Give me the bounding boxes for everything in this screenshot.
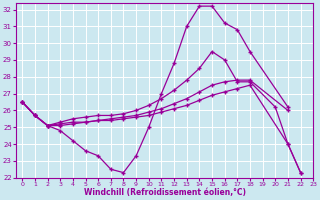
X-axis label: Windchill (Refroidissement éolien,°C): Windchill (Refroidissement éolien,°C) xyxy=(84,188,245,197)
